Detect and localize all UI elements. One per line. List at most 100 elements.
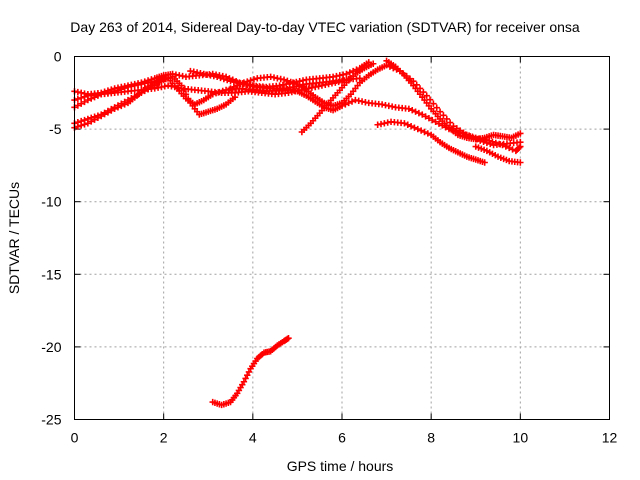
data-point (342, 101, 349, 108)
data-point (422, 113, 429, 120)
data-point (505, 144, 513, 152)
series-track-8 (298, 60, 377, 136)
data-point (417, 127, 425, 134)
data-point (77, 122, 85, 129)
data-points (71, 57, 524, 409)
data-point (453, 125, 461, 132)
data-point (426, 96, 434, 103)
data-point (443, 115, 450, 123)
data-point (108, 107, 115, 114)
data-point (244, 372, 251, 379)
data-point (91, 116, 98, 123)
data-point (414, 125, 421, 133)
data-point (227, 85, 234, 92)
y-tick-label: 0 (54, 49, 62, 65)
data-point (425, 115, 433, 122)
x-tick-label: 6 (338, 430, 346, 446)
axis-ticks: 0 2 4 6 8 10 12 0 -5 -10 -15 -20 -25 (41, 49, 617, 446)
x-tick-label: 4 (249, 430, 257, 446)
data-point (223, 76, 231, 84)
data-point (517, 159, 524, 166)
series-track-12 (209, 334, 292, 409)
data-point (487, 140, 494, 148)
series-track-9 (383, 57, 524, 143)
data-point (77, 100, 85, 107)
data-point (401, 120, 408, 127)
data-point (516, 144, 523, 151)
data-point (405, 105, 413, 112)
data-point (104, 109, 112, 116)
data-point (74, 102, 82, 109)
data-point (244, 78, 251, 85)
data-point (114, 104, 122, 111)
data-point (481, 159, 488, 166)
data-point (242, 375, 249, 382)
x-tick-label: 0 (71, 430, 79, 446)
data-point (436, 108, 444, 115)
data-point (94, 114, 102, 122)
data-point (284, 77, 291, 85)
data-point (234, 82, 241, 89)
data-point (343, 70, 350, 78)
data-point (420, 88, 427, 96)
data-point (77, 94, 85, 102)
data-point (435, 120, 443, 127)
data-point (74, 123, 82, 130)
series-track-10 (374, 118, 488, 166)
data-point (245, 368, 253, 376)
data-point (429, 116, 436, 124)
data-point (290, 79, 298, 87)
data-point (345, 99, 352, 107)
series-track-11 (472, 143, 524, 166)
data-point (483, 139, 491, 147)
data-point (247, 77, 254, 84)
data-point (250, 76, 258, 83)
data-point (230, 83, 238, 91)
data-point (421, 128, 428, 136)
data-point (287, 78, 294, 86)
data-point (419, 111, 426, 118)
data-point (370, 60, 377, 67)
y-tick-label: -20 (41, 339, 61, 355)
data-point (480, 138, 487, 146)
data-point (432, 118, 439, 126)
data-point (98, 112, 105, 120)
data-point (411, 124, 418, 131)
data-point (240, 79, 248, 86)
data-point (88, 118, 95, 125)
data-point (407, 122, 415, 130)
data-point (446, 119, 454, 126)
data-point (213, 73, 221, 81)
data-point (118, 102, 125, 110)
y-tick-label: -5 (49, 121, 62, 137)
data-point (81, 93, 88, 100)
data-point (240, 378, 248, 385)
data-point (423, 92, 430, 99)
x-axis-label: GPS time / hours (287, 458, 394, 474)
data-point (440, 112, 447, 119)
data-point (415, 109, 423, 117)
data-point (404, 121, 411, 128)
data-point (74, 95, 82, 103)
data-point (184, 95, 192, 102)
data-point (517, 130, 524, 137)
data-point (409, 107, 416, 114)
data-point (517, 138, 524, 146)
data-point (101, 111, 108, 118)
y-tick-label: -25 (41, 412, 61, 428)
plot-frame (74, 56, 610, 420)
data-point (217, 74, 224, 82)
data-point (348, 98, 356, 105)
data-point (84, 120, 92, 127)
x-tick-label: 12 (602, 430, 618, 446)
grid (74, 56, 610, 420)
chart-title: Day 263 of 2014, Sidereal Day-to-day VTE… (70, 19, 580, 35)
data-point (160, 73, 167, 81)
x-tick-label: 2 (160, 430, 168, 446)
y-axis-label: SDTVAR / TECUs (6, 182, 22, 294)
data-point (424, 130, 432, 137)
data-point (280, 76, 288, 83)
data-point (81, 121, 88, 128)
data-point (412, 108, 419, 115)
